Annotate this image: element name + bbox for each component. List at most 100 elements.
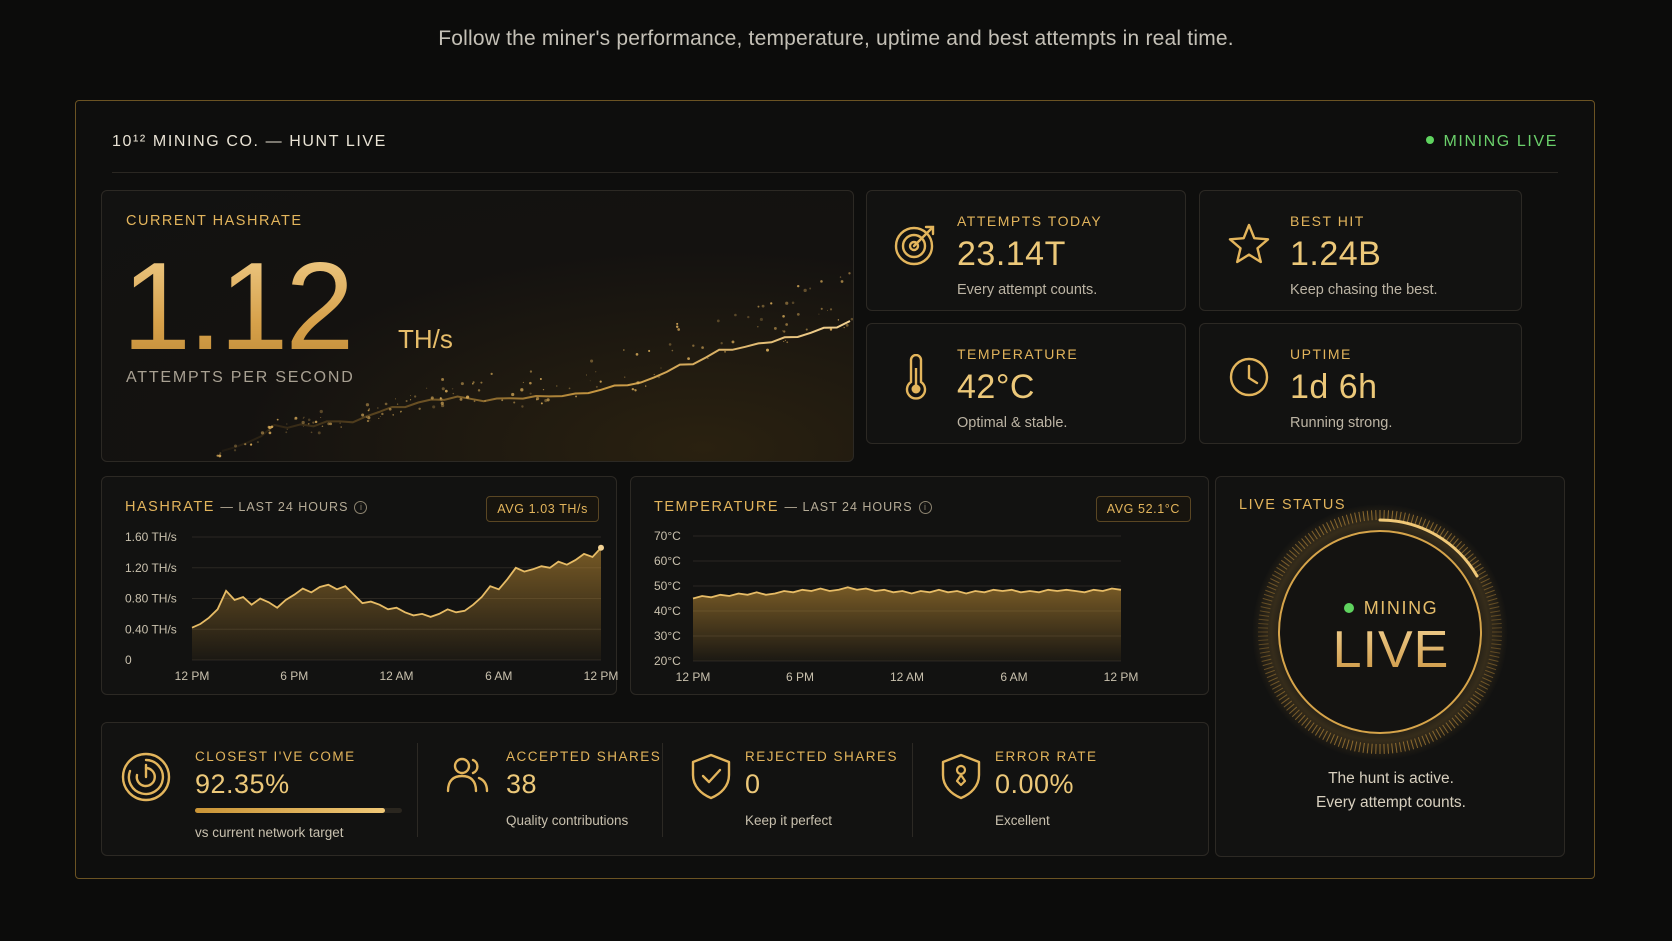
accepted-label: ACCEPTED SHARES <box>506 749 662 764</box>
ring-tick <box>1483 673 1494 679</box>
sparkle-particle <box>268 431 272 435</box>
ring-tick <box>1448 535 1456 545</box>
sparkle-particle <box>384 402 388 406</box>
sparkle-particle <box>490 372 493 376</box>
ring-tick <box>1487 662 1498 667</box>
ring-tick <box>1488 602 1499 606</box>
sparkle-particle <box>410 395 412 397</box>
ring-tick <box>1266 673 1277 679</box>
sparkle-particle <box>339 422 341 424</box>
sparkle-particle <box>400 410 402 413</box>
hero-sparkline-path <box>221 320 851 452</box>
ring-tick <box>1387 743 1390 754</box>
sparkle-particle <box>716 319 720 323</box>
shield-check-icon <box>691 753 731 800</box>
x-tick-label: 6 AM <box>1000 670 1027 684</box>
ring-tick <box>1462 549 1471 558</box>
ring-tick <box>1465 553 1474 561</box>
ring-tick <box>1467 700 1477 708</box>
sparkle-particle <box>645 385 647 387</box>
sparkle-particle <box>365 416 368 418</box>
ring-tick <box>1485 589 1495 595</box>
ring-tick <box>1488 658 1499 662</box>
sparkle-particle <box>452 392 455 395</box>
ring-tick <box>1438 726 1446 736</box>
sparkle-particle <box>848 272 851 275</box>
temperature-chart: 20°C 30°C 40°C 50°C 60°C 70°C 12 PM 6 PM 12 AM 6 … <box>654 529 1138 684</box>
ring-tick <box>1460 546 1469 555</box>
sparkle-particle <box>599 380 602 383</box>
ring-tick <box>1311 530 1318 540</box>
sparkle-particle <box>521 405 524 408</box>
ring-tick <box>1474 690 1484 698</box>
sparkle-particle <box>724 350 727 353</box>
hashrate-chart: 0 0.40 TH/s 0.80 TH/s 1.20 TH/s 1.60 TH/s 12 … <box>125 530 618 683</box>
ring-tick <box>1276 690 1286 698</box>
sparkle-particle <box>270 425 274 429</box>
sparkle-particle <box>826 309 828 311</box>
ring-tick <box>1467 556 1477 564</box>
error-rate-label: ERROR RATE <box>995 749 1098 764</box>
sparkle-particle <box>472 381 475 384</box>
ring-tick <box>1260 606 1271 610</box>
hashrate-avg-badge: AVG 1.03 TH/s <box>486 496 599 522</box>
sparkle-particle <box>845 323 849 327</box>
sparkle-particle <box>365 403 370 407</box>
ring-tick <box>1259 650 1270 654</box>
ring-tick <box>1304 535 1312 545</box>
ring-tick <box>1482 581 1492 587</box>
sparkle-particle <box>303 426 304 427</box>
sparkle-particle <box>773 326 777 330</box>
temperature-avg-badge: AVG 52.1°C <box>1095 496 1191 522</box>
ring-tick <box>1350 740 1354 751</box>
info-icon[interactable]: i <box>354 501 368 514</box>
sparkle-particle <box>623 349 625 351</box>
ring-tick <box>1410 739 1415 750</box>
sparkle-particle <box>381 412 384 416</box>
ring-tick <box>1457 712 1466 721</box>
ring-tick <box>1258 639 1269 642</box>
info-icon[interactable]: i <box>918 501 932 514</box>
ring-tick <box>1366 743 1369 754</box>
ring-tick <box>1435 526 1442 536</box>
sparkle-particle <box>439 397 442 400</box>
best-hit-note: Keep chasing the best. <box>1290 282 1438 298</box>
hero-subtitle: ATTEMPTS PER SECOND <box>126 369 355 386</box>
ring-tick <box>1281 559 1290 567</box>
ring-tick <box>1462 706 1471 715</box>
sparkle-particle <box>829 328 833 331</box>
ring-tick <box>1265 669 1275 675</box>
x-tick-label: 6 PM <box>786 670 814 684</box>
series-line <box>692 586 1122 600</box>
sparkle-particle <box>734 313 737 317</box>
sparkle-particle <box>276 418 279 421</box>
ring-tick <box>1259 614 1270 617</box>
ring-tick <box>1263 666 1274 671</box>
ring-live-text: LIVE <box>1216 620 1566 680</box>
sparkle-particle <box>589 380 591 382</box>
ring-tick <box>1261 658 1272 662</box>
error-rate-segment: ERROR RATE 0.00% Excellent <box>913 723 1210 857</box>
sparkle-particle <box>785 301 789 305</box>
sparkle-particle <box>394 398 396 400</box>
sparkle-particle <box>818 313 820 315</box>
ring-tick <box>1432 730 1438 740</box>
sparkle-particle <box>520 388 524 392</box>
ring-tick <box>1490 614 1501 617</box>
rejected-note: Keep it perfect <box>745 813 833 828</box>
hashrate-chart-title: HASHRATE — LAST 24 HOURS i <box>125 499 368 515</box>
sparkle-particle <box>250 443 253 445</box>
ring-tick <box>1387 510 1390 521</box>
ring-tick <box>1435 728 1442 738</box>
ring-tick <box>1457 543 1466 552</box>
live-message-line2: Every attempt counts. <box>1316 794 1466 811</box>
dashboard-frame: 10¹² MINING CO. — HUNT LIVE MINING LIVE … <box>75 100 1595 879</box>
ring-tick <box>1476 687 1486 694</box>
ring-tick <box>1258 643 1269 646</box>
sparkle-particle <box>329 422 333 426</box>
y-tick-label: 0.40 TH/s <box>125 622 177 636</box>
ring-tick <box>1262 597 1273 602</box>
ring-tick <box>1428 732 1434 742</box>
ring-tick <box>1318 728 1325 738</box>
sparkle-particle <box>757 326 759 328</box>
